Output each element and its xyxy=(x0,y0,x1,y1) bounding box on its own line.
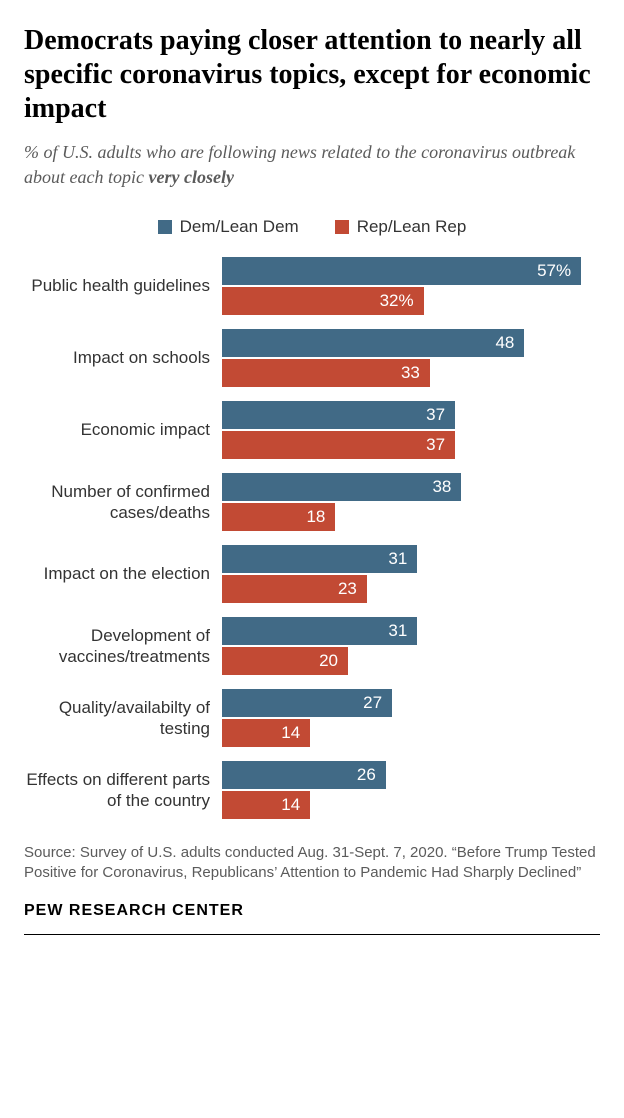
bar-dem-fill: 31 xyxy=(222,545,417,573)
bar-dem-fill: 57% xyxy=(222,257,581,285)
bars-group: 3120 xyxy=(222,617,600,675)
chart-row: Impact on schools4833 xyxy=(24,329,600,387)
bar-rep-fill: 33 xyxy=(222,359,430,387)
bar-dem-fill: 48 xyxy=(222,329,524,357)
bar-rep-fill: 32% xyxy=(222,287,424,315)
bar-rep: 20 xyxy=(222,647,600,675)
bar-dem: 31 xyxy=(222,545,600,573)
bars-group: 2614 xyxy=(222,761,600,819)
category-label: Number of confirmed cases/deaths xyxy=(24,481,222,524)
bar-dem-fill: 37 xyxy=(222,401,455,429)
bar-dem: 37 xyxy=(222,401,600,429)
bar-rep: 37 xyxy=(222,431,600,459)
chart-title: Democrats paying closer attention to nea… xyxy=(24,24,600,126)
bar-dem: 26 xyxy=(222,761,600,789)
bar-dem-fill: 31 xyxy=(222,617,417,645)
chart-row: Quality/availabilty of testing2714 xyxy=(24,689,600,747)
bars-group: 4833 xyxy=(222,329,600,387)
bar-rep-fill: 20 xyxy=(222,647,348,675)
bar-chart: Public health guidelines57%32% Impact on … xyxy=(24,257,600,819)
bars-group: 2714 xyxy=(222,689,600,747)
legend-item-dem: Dem/Lean Dem xyxy=(158,217,299,237)
bar-rep: 32% xyxy=(222,287,600,315)
bars-group: 3123 xyxy=(222,545,600,603)
bar-dem: 57% xyxy=(222,257,600,285)
bar-dem: 27 xyxy=(222,689,600,717)
bar-dem: 38 xyxy=(222,473,600,501)
chart-row: Development of vaccines/treatments3120 xyxy=(24,617,600,675)
chart-row: Impact on the election3123 xyxy=(24,545,600,603)
legend-swatch-dem xyxy=(158,220,172,234)
chart-subtitle: % of U.S. adults who are following news … xyxy=(24,140,600,189)
bars-group: 3737 xyxy=(222,401,600,459)
category-label: Quality/availabilty of testing xyxy=(24,697,222,740)
bar-rep-fill: 18 xyxy=(222,503,335,531)
chart-row: Public health guidelines57%32% xyxy=(24,257,600,315)
legend-label-rep: Rep/Lean Rep xyxy=(357,217,467,237)
bar-dem-fill: 38 xyxy=(222,473,461,501)
bar-dem: 31 xyxy=(222,617,600,645)
source-note: Source: Survey of U.S. adults conducted … xyxy=(24,843,600,884)
bar-rep-fill: 14 xyxy=(222,791,310,819)
legend-label-dem: Dem/Lean Dem xyxy=(180,217,299,237)
bar-rep-fill: 23 xyxy=(222,575,367,603)
chart-row: Effects on different parts of the countr… xyxy=(24,761,600,819)
bars-group: 57%32% xyxy=(222,257,600,315)
category-label: Impact on the election xyxy=(24,563,222,584)
chart-row: Number of confirmed cases/deaths3818 xyxy=(24,473,600,531)
bar-dem-fill: 26 xyxy=(222,761,386,789)
category-label: Effects on different parts of the countr… xyxy=(24,769,222,812)
category-label: Public health guidelines xyxy=(24,275,222,296)
bar-rep: 18 xyxy=(222,503,600,531)
subtitle-emphasis: very closely xyxy=(148,167,233,187)
category-label: Development of vaccines/treatments xyxy=(24,625,222,668)
bar-rep: 33 xyxy=(222,359,600,387)
bottom-rule xyxy=(24,934,600,935)
legend-swatch-rep xyxy=(335,220,349,234)
bars-group: 3818 xyxy=(222,473,600,531)
legend-item-rep: Rep/Lean Rep xyxy=(335,217,467,237)
brand: PEW RESEARCH CENTER xyxy=(24,902,600,920)
bar-dem-fill: 27 xyxy=(222,689,392,717)
category-label: Economic impact xyxy=(24,419,222,440)
bar-rep: 14 xyxy=(222,719,600,747)
subtitle-prefix: % of U.S. adults who are following news … xyxy=(24,142,575,186)
bar-rep: 14 xyxy=(222,791,600,819)
bar-rep-fill: 14 xyxy=(222,719,310,747)
bar-rep-fill: 37 xyxy=(222,431,455,459)
bar-rep: 23 xyxy=(222,575,600,603)
bar-dem: 48 xyxy=(222,329,600,357)
chart-row: Economic impact3737 xyxy=(24,401,600,459)
category-label: Impact on schools xyxy=(24,347,222,368)
legend: Dem/Lean Dem Rep/Lean Rep xyxy=(24,217,600,237)
